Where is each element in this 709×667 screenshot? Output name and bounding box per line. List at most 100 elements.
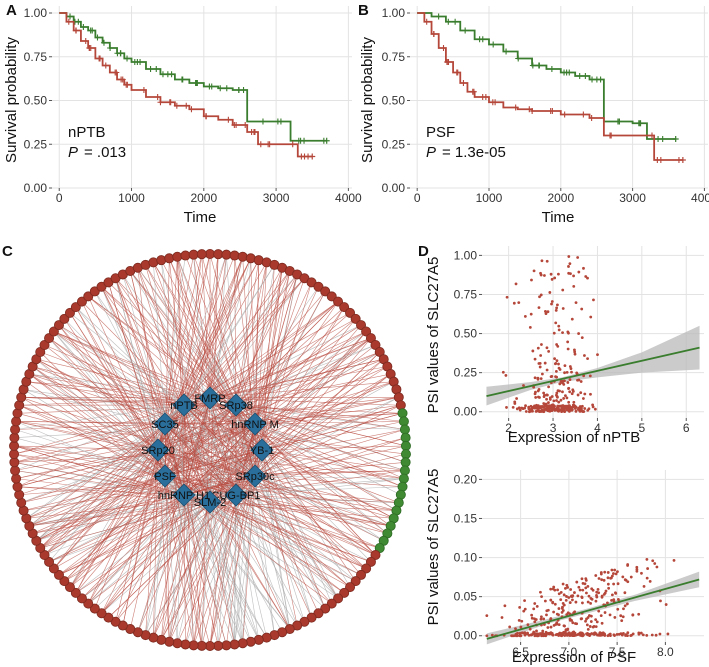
panel-d1-point — [522, 384, 525, 387]
panel-d2-point — [616, 582, 620, 586]
panel-d1-point — [555, 359, 559, 362]
panel-d2-point — [540, 634, 543, 638]
panel-d1-point — [577, 378, 581, 382]
network-edge — [183, 404, 403, 488]
panel-d1-point — [547, 350, 551, 353]
panel-d2-point — [654, 633, 658, 637]
panel-d1-point — [588, 374, 592, 378]
panel-d1-point — [552, 399, 556, 403]
panel-d2-point — [658, 632, 662, 636]
panel-d2-point — [574, 633, 578, 637]
panel-d2-point — [557, 592, 561, 596]
panel-d2-point — [610, 576, 613, 580]
panel-b-censor-mark — [659, 136, 666, 142]
panel-d2-point — [547, 632, 550, 636]
network-edge — [209, 397, 362, 576]
panel-a-censor-mark — [225, 116, 232, 123]
network-edge — [94, 291, 166, 425]
panel-d1-point — [545, 393, 549, 397]
network-edge — [164, 331, 367, 425]
panel-d2-point — [655, 565, 659, 569]
network-edge — [13, 453, 166, 477]
panel-b-censor-mark — [529, 62, 536, 69]
panel-d2-point — [646, 567, 650, 570]
panel-b-censor-mark — [654, 157, 661, 163]
network-edge — [201, 254, 256, 477]
panel-d1-point — [539, 405, 542, 408]
network-target-node — [10, 465, 21, 476]
panel-d2-point — [533, 602, 537, 605]
panel-d2-point — [629, 575, 633, 579]
panel-d2-point — [567, 596, 571, 599]
panel-d2-point — [608, 613, 612, 617]
panel-d1-xtick-label: 2 — [505, 421, 512, 435]
network-edge — [115, 494, 185, 622]
network-edge — [44, 449, 159, 556]
network-hub-label: CUG-BP1 — [212, 490, 261, 502]
panel-d2-point — [520, 619, 524, 623]
network-edge — [87, 404, 185, 604]
panel-d1-point — [557, 362, 560, 366]
network-hub-node — [146, 438, 170, 462]
panel-d1-point — [576, 256, 580, 259]
network-edge — [53, 423, 166, 569]
panel-d1-point — [539, 273, 543, 277]
panel-d2-point — [546, 626, 550, 629]
panel-d2-point — [626, 634, 629, 638]
panel-d2-point — [591, 588, 595, 592]
network-edge — [235, 494, 351, 588]
panel-d2-point — [610, 568, 614, 572]
panel-d1-ytick-label: 0.25 — [454, 366, 478, 380]
network-edge — [29, 373, 185, 406]
panel-a-censor-mark — [159, 71, 166, 78]
network-edge — [209, 501, 290, 630]
network-edge — [254, 286, 319, 425]
panel-b-censor-mark — [588, 115, 595, 121]
panel-d2-point — [584, 577, 588, 581]
panel-b-censor-mark — [476, 36, 483, 43]
network-edge — [261, 331, 367, 451]
panel-d2-point — [553, 588, 557, 592]
network-edge — [235, 331, 367, 406]
panel-d1-point — [580, 336, 584, 340]
panel-d1-point — [511, 405, 515, 409]
network-edge — [164, 423, 185, 496]
network-edges — [13, 253, 407, 647]
panel-d1-point — [565, 396, 569, 400]
panel-d2-xtick-label: 8.0 — [657, 645, 674, 659]
panel-d-scatter-nptb: D PSI values of SLC27A5 Expression of nP… — [418, 243, 704, 446]
network-edge — [209, 337, 372, 399]
panel-d2-point — [543, 599, 547, 603]
panel-d1-point — [537, 395, 540, 399]
network-target-node — [237, 251, 248, 262]
panel-d1-point — [549, 272, 553, 276]
panel-a-km-plot: A Survival probability Time nPTB P = .01… — [3, 2, 362, 226]
network-edge — [235, 423, 256, 496]
network-hub-label: SC35 — [151, 419, 179, 431]
panel-b-censor-mark — [608, 132, 615, 139]
panel-d-scatter-psf: PSI values of SLC27A5 Expression of PSF … — [425, 469, 704, 666]
panel-d1-point — [542, 395, 546, 399]
network-edge — [164, 475, 237, 496]
network-target-node — [39, 339, 50, 350]
network-hub-node — [198, 490, 222, 514]
panel-b-censor-mark — [452, 18, 459, 25]
panel-d2-point — [566, 627, 570, 631]
panel-b-censor-mark — [548, 66, 555, 72]
panel-d1-point — [580, 404, 584, 408]
panel-a-censor-mark — [251, 129, 258, 135]
panel-d1-point — [561, 390, 564, 394]
panel-d2-point — [645, 633, 649, 637]
panel-d1-point — [529, 408, 533, 412]
panel-d1-point — [575, 371, 579, 375]
network-hub-label: nPTB — [170, 400, 198, 412]
panel-d2-point — [672, 558, 676, 562]
panel-d1-point — [577, 332, 581, 335]
network-edge — [29, 423, 166, 527]
panel-b-censor-mark — [616, 118, 623, 125]
panel-d2-point — [578, 588, 582, 592]
panel-d2-point — [571, 621, 575, 625]
network-edge — [209, 501, 394, 519]
panel-d1-point — [591, 405, 595, 409]
panel-a-censor-mark — [298, 153, 305, 160]
